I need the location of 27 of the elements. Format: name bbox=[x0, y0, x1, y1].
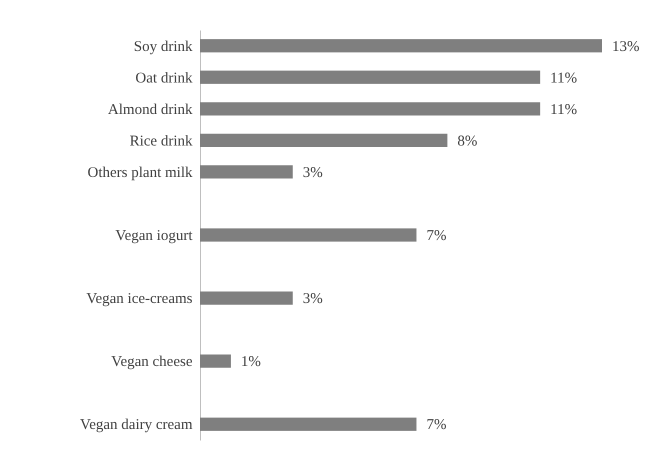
y-tick-label: Vegan ice-creams bbox=[86, 291, 193, 308]
bar bbox=[200, 354, 231, 368]
bar bbox=[200, 134, 448, 148]
data-label: 11% bbox=[550, 102, 578, 118]
data-label: 11% bbox=[550, 70, 578, 86]
bar bbox=[200, 165, 293, 179]
y-tick-label: Others plant milk bbox=[88, 164, 193, 181]
y-tick-label: Almond drink bbox=[108, 102, 193, 118]
bar bbox=[200, 418, 416, 431]
bar bbox=[200, 39, 602, 52]
data-label: 3% bbox=[302, 164, 323, 181]
data-label: 3% bbox=[302, 291, 323, 308]
data-label: 7% bbox=[426, 417, 446, 434]
bar bbox=[200, 70, 540, 84]
y-tick-label: Vegan dairy cream bbox=[80, 417, 193, 434]
y-tick-label: Rice drink bbox=[130, 133, 193, 150]
bar bbox=[200, 228, 416, 242]
data-label: 7% bbox=[426, 228, 446, 244]
bar bbox=[200, 291, 293, 305]
bar bbox=[200, 102, 540, 116]
data-label: 1% bbox=[240, 354, 261, 370]
y-tick-label: Soy drink bbox=[134, 38, 193, 55]
y-tick-label: Vegan cheese bbox=[111, 354, 193, 370]
y-tick-label: Oat drink bbox=[135, 70, 193, 86]
y-tick-label: Vegan iogurt bbox=[115, 228, 194, 244]
data-label: 8% bbox=[457, 133, 478, 150]
data-label: 13% bbox=[612, 38, 640, 55]
